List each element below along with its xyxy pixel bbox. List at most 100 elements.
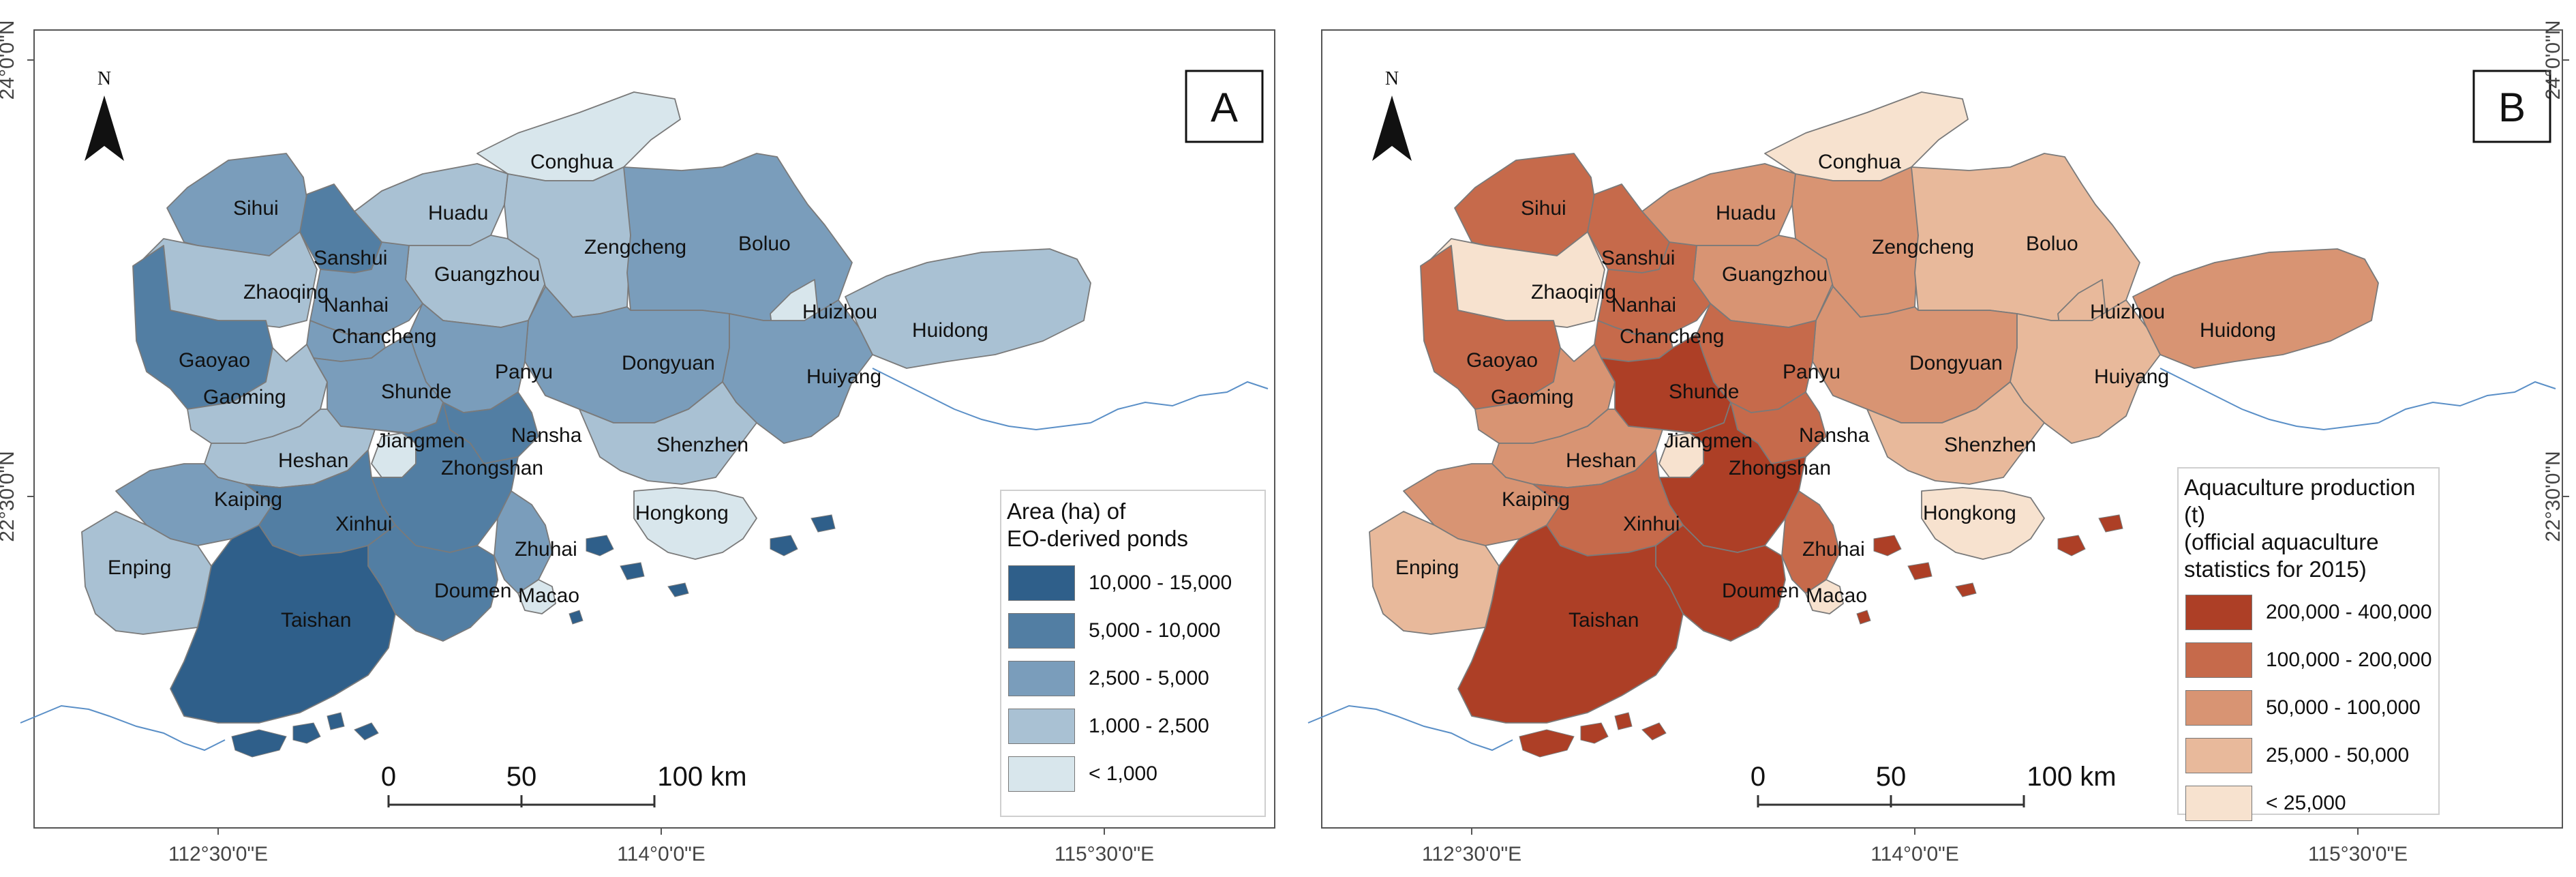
place-label-zhaoqing: Zhaoqing	[243, 281, 329, 303]
place-label-shenzhen: Shenzhen	[656, 434, 748, 456]
place-label-chancheng: Chancheng	[1620, 325, 1724, 348]
place-label-doumen: Doumen	[434, 580, 511, 602]
island	[327, 712, 345, 730]
legend-b: Aquaculture production (t) (official aqu…	[2177, 467, 2440, 821]
place-label-zengcheng: Zengcheng	[1872, 236, 1974, 258]
place-label-nanhai: Nanhai	[1611, 294, 1676, 316]
panel-letter: A	[1211, 85, 1238, 130]
place-label-heshan: Heshan	[278, 449, 348, 472]
district-macao	[1805, 579, 1844, 614]
coastline	[2378, 381, 2556, 423]
legend-swatch	[1008, 756, 1075, 792]
place-label-chancheng: Chancheng	[332, 325, 436, 348]
north-label: N	[1385, 68, 1399, 89]
map-panel-a: Conghua Sihui Huadu Sanshui Guangzhou Zengche…	[0, 20, 1275, 865]
legend-row: 200,000 - 400,000	[2179, 589, 2438, 636]
place-label-shunde: Shunde	[381, 381, 451, 403]
legend-a: Area (ha) of EO-derived ponds 10,000 - 1…	[1000, 490, 1266, 817]
lat-tick-label: 24°0'0"N	[0, 20, 18, 100]
legend-row: 2,500 - 5,000	[1001, 655, 1264, 702]
legend-label: 2,500 - 5,000	[1089, 667, 1209, 689]
coastline	[1090, 381, 1269, 423]
place-label-gaoyao: Gaoyao	[179, 349, 250, 372]
place-label-heshan: Heshan	[1566, 449, 1636, 472]
coastline	[20, 704, 226, 752]
district-macao	[517, 579, 556, 614]
lon-tick-label: 114°0'0"E	[617, 843, 706, 865]
island	[1641, 722, 1667, 741]
lat-tick-label: 22°30'0"N	[0, 451, 18, 541]
legend-row: 5,000 - 10,000	[1001, 607, 1264, 655]
place-label-xinhui: Xinhui	[1623, 513, 1680, 535]
place-label-sanshui: Sanshui	[1601, 247, 1675, 269]
place-label-conghua: Conghua	[530, 151, 613, 173]
panel-letter-box	[2472, 70, 2551, 143]
place-label-huizhou: Huizhou	[2090, 301, 2165, 323]
scale-bar: 0 50 100 km	[381, 762, 747, 807]
place-label-hongkong: Hongkong	[635, 502, 729, 524]
legend-row: < 25,000	[2179, 779, 2438, 827]
lon-tick-label: 115°30'0"E	[1055, 843, 1154, 865]
legend-label: < 1,000	[1089, 762, 1157, 785]
coastline	[872, 368, 1091, 431]
legend-swatch	[1008, 613, 1075, 649]
panel-letter: B	[2498, 85, 2526, 130]
place-label-hongkong: Hongkong	[1923, 502, 2016, 524]
map-b-svg: Conghua Sihui Huadu Sanshui Guangzhou Zengche…	[1307, 20, 2569, 865]
place-label-enping: Enping	[1395, 556, 1459, 579]
lat-tick-label: 24°0'0"N	[2542, 20, 2564, 100]
legend-label: 50,000 - 100,000	[2266, 696, 2421, 719]
district-huidong	[845, 248, 1091, 369]
place-label-macao: Macao	[518, 584, 579, 607]
district-hongkong	[633, 487, 757, 560]
legend-row: 1,000 - 2,500	[1001, 702, 1264, 750]
district-shenzhen	[579, 381, 757, 485]
island	[770, 535, 798, 556]
legend-swatch	[1008, 709, 1075, 744]
place-label-kaiping: Kaiping	[1502, 488, 1570, 511]
scale-label: 50	[506, 762, 537, 792]
island	[586, 535, 614, 556]
island	[667, 582, 689, 597]
place-label-guangzhou: Guangzhou	[434, 263, 540, 286]
legend-swatch	[2185, 595, 2252, 630]
district-taishan	[170, 524, 396, 724]
district-shenzhen	[1866, 381, 2045, 485]
district-hongkong	[1921, 487, 2045, 560]
island	[354, 722, 379, 741]
place-label-gaoming: Gaoming	[1491, 386, 1574, 408]
place-label-taishan: Taishan	[1569, 609, 1639, 631]
scale-label: 0	[1751, 762, 1766, 792]
place-label-jiangmen: Jiangmen	[1664, 430, 1753, 452]
island	[1519, 729, 1575, 758]
place-label-taishan: Taishan	[281, 609, 351, 631]
lon-tick-label: 115°30'0"E	[2308, 843, 2408, 865]
place-label-zhongshan: Zhongshan	[1729, 457, 1831, 479]
legend-swatch	[2185, 786, 2252, 821]
place-label-dongyuan: Dongyuan	[622, 352, 715, 374]
place-label-zhuhai: Zhuhai	[515, 538, 577, 561]
legend-swatch	[2185, 690, 2252, 726]
scale-label: 100 km	[2027, 762, 2116, 792]
north-arrow-icon	[85, 95, 124, 161]
scale-label: 100 km	[657, 762, 746, 792]
district-taishan	[1457, 524, 1684, 724]
place-label-boluo: Boluo	[2026, 233, 2078, 255]
legend-b-title: Aquaculture production (t) (official aqu…	[2184, 475, 2416, 582]
place-label-doumen: Doumen	[1722, 580, 1799, 602]
island	[1873, 535, 1902, 556]
district-zhuhai	[1781, 490, 1840, 594]
island	[2057, 535, 2086, 556]
legend-label: 200,000 - 400,000	[2266, 601, 2432, 623]
place-label-huadu: Huadu	[1716, 202, 1776, 224]
legend-swatch	[2185, 642, 2252, 678]
place-label-sanshui: Sanshui	[314, 247, 387, 269]
north-label: N	[97, 68, 111, 89]
map-layer: Conghua Sihui Huadu Sanshui Guangzhou Zengche…	[1307, 91, 2556, 758]
place-label-gaoyao: Gaoyao	[1466, 349, 1538, 372]
place-label-zhaoqing: Zhaoqing	[1531, 281, 1616, 303]
legend-row: < 1,000	[1001, 750, 1264, 798]
place-label-dongyuan: Dongyuan	[1909, 352, 2003, 374]
place-label-shenzhen: Shenzhen	[1944, 434, 2036, 456]
place-label-nanhai: Nanhai	[324, 294, 389, 316]
